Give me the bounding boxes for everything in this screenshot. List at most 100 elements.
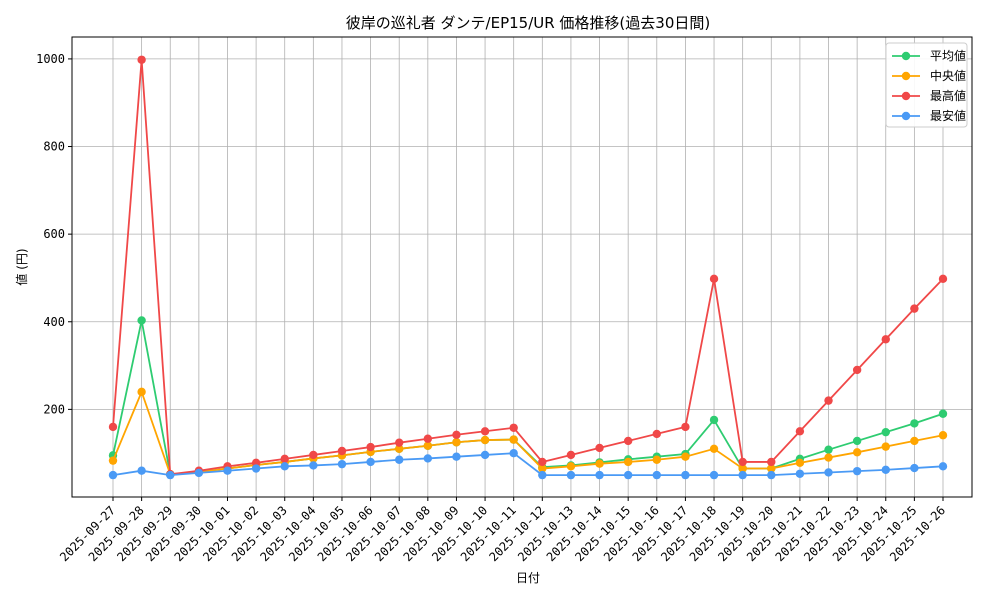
data-point (423, 454, 433, 463)
data-point (681, 470, 690, 480)
data-point (709, 470, 719, 480)
data-point (938, 431, 948, 440)
plot-frame (71, 36, 973, 498)
data-point (423, 434, 433, 443)
data-point (824, 468, 833, 477)
data-point (423, 441, 433, 450)
series-line (112, 389, 944, 476)
legend-label: 最安値 (930, 108, 966, 123)
y-tick-label: 1000 (36, 52, 65, 66)
data-point (566, 462, 576, 471)
data-point (309, 461, 318, 470)
data-point (681, 452, 690, 461)
data-point (709, 444, 719, 454)
data-point (538, 464, 547, 473)
data-point (938, 462, 948, 471)
legend-label: 最高値 (930, 88, 966, 103)
data-point (795, 469, 805, 478)
data-point (595, 470, 604, 480)
legend-marker (901, 51, 911, 61)
data-point (480, 450, 490, 460)
data-point (366, 442, 375, 452)
data-point (738, 470, 747, 480)
data-point (910, 304, 919, 313)
data-point (910, 436, 919, 446)
data-point (767, 464, 776, 473)
data-point (910, 463, 919, 473)
data-point (194, 468, 204, 478)
legend-label: 中央値 (930, 68, 966, 83)
data-point (337, 459, 347, 469)
legend-box (885, 42, 968, 128)
data-point (852, 448, 862, 457)
legend-marker (901, 71, 911, 81)
data-point (452, 452, 461, 461)
legend-marker (901, 111, 911, 121)
data-point (681, 422, 690, 432)
series-line (112, 452, 944, 477)
data-point (738, 464, 747, 473)
data-point (137, 55, 146, 64)
data-point (852, 466, 862, 476)
data-point (738, 457, 747, 467)
y-tick-label: 800 (43, 140, 65, 154)
data-point (795, 427, 805, 436)
data-point (938, 274, 948, 284)
grid (72, 37, 972, 497)
data-point (709, 274, 719, 284)
chart-title: 彼岸の巡礼者 ダンテ/EP15/UR 価格推移(過去30日間) (346, 14, 710, 32)
x-axis-ticks: 2025-09-272025-09-282025-09-292025-09-30… (57, 497, 948, 564)
data-point (566, 450, 576, 460)
data-point (824, 453, 833, 462)
data-point (395, 438, 404, 447)
data-point (824, 445, 833, 454)
data-point (538, 457, 547, 467)
y-tick-label: 600 (43, 227, 65, 241)
legend-label: 平均値 (930, 48, 966, 63)
data-point (366, 457, 375, 467)
data-point (280, 462, 289, 471)
data-point (509, 448, 518, 458)
data-point (395, 455, 404, 464)
data-point (108, 456, 118, 465)
data-point (881, 427, 890, 437)
data-point (623, 457, 633, 467)
series-lines (108, 55, 948, 480)
data-point (881, 335, 890, 344)
series-line (112, 59, 944, 476)
data-point (395, 444, 404, 454)
data-point (652, 455, 661, 464)
data-point (910, 419, 919, 428)
series-line (112, 320, 944, 476)
data-point (623, 436, 633, 446)
y-tick-label: 200 (43, 402, 65, 416)
data-point (767, 457, 776, 467)
data-point (595, 443, 604, 453)
data-point (709, 415, 719, 425)
data-point (566, 470, 576, 480)
data-point (938, 409, 948, 418)
x-axis-label: 日付 (516, 571, 540, 585)
data-point (309, 450, 318, 460)
data-point (881, 465, 890, 475)
data-point (452, 438, 461, 447)
data-point (280, 454, 289, 464)
data-point (480, 435, 490, 445)
data-point (852, 365, 862, 375)
legend-marker (901, 91, 911, 101)
data-point (652, 470, 661, 480)
data-point (623, 470, 633, 480)
y-tick-label: 400 (43, 315, 65, 329)
data-point (337, 446, 347, 456)
data-point (595, 459, 604, 468)
data-point (881, 442, 890, 451)
data-point (824, 396, 833, 405)
data-point (108, 422, 118, 432)
data-point (137, 316, 146, 325)
data-point (852, 436, 862, 446)
data-point (251, 464, 261, 473)
y-axis-ticks: 200 400 600 800 1000 (36, 52, 72, 416)
